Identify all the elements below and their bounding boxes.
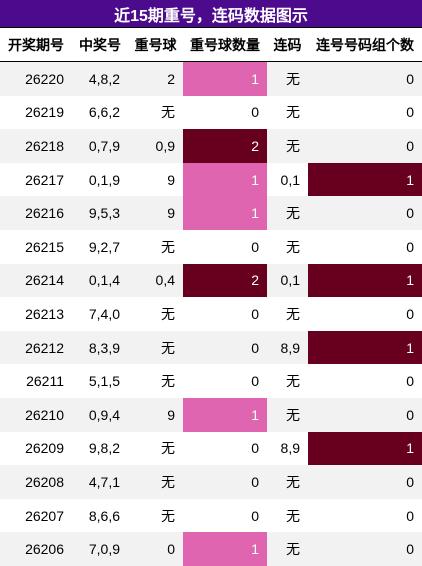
table-cell: 无	[286, 104, 300, 121]
table-cell: 26210	[0, 397, 72, 432]
table-cell: 0	[251, 305, 259, 322]
table-cell: 26206	[0, 532, 72, 566]
table-cell: 9,2,7	[88, 238, 120, 255]
table-cell: 0	[406, 305, 414, 322]
table-cell: 0	[308, 465, 422, 499]
header-cell: 重号球	[128, 28, 183, 62]
table-cell: 26214	[0, 263, 72, 298]
table-cell: 0,1	[267, 263, 308, 298]
table-cell: 0,7,9	[72, 129, 128, 163]
table-cell: 无	[286, 238, 300, 255]
table-cell: 0	[308, 196, 422, 230]
table-cell: 无	[267, 196, 308, 230]
table-cell: 无	[128, 465, 183, 499]
table-cell: 26220	[0, 62, 72, 96]
table-cell: 无	[161, 507, 175, 524]
header-cell: 开奖期号	[0, 28, 72, 62]
table-cell: 无	[161, 238, 175, 255]
table-cell: 0,1	[280, 171, 300, 188]
table-cell: 0,1,4	[72, 263, 128, 298]
table-cell: 2	[183, 263, 267, 298]
table-cell: 0	[251, 373, 259, 390]
table-cell: 无	[161, 104, 175, 121]
table-cell: 无	[286, 507, 300, 524]
title: 近15期重号，连码数据图示	[0, 0, 422, 28]
table-cell: 7,4,0	[88, 305, 120, 322]
table-cell: 6,6,2	[88, 104, 120, 121]
table-cell: 1	[183, 62, 267, 96]
table-cell: 1	[308, 330, 422, 365]
table-cell: 26219	[25, 104, 64, 121]
table-cell: 0,4	[128, 263, 183, 298]
table-cell: 26212	[0, 330, 72, 365]
table-cell: 9	[128, 397, 183, 432]
table-cell: 26217	[25, 171, 64, 188]
table-cell: 8,9	[267, 330, 308, 365]
table-cell: 1	[183, 532, 267, 566]
table-cell: 0	[251, 507, 259, 524]
table-cell: 9,8,2	[88, 440, 120, 457]
table-cell: 无	[128, 330, 183, 365]
table-cell: 无	[267, 532, 308, 566]
table-cell: 1	[308, 162, 422, 197]
table-cell: 9	[128, 196, 183, 230]
table-cell: 1	[183, 397, 267, 432]
table-cell: 5,1,5	[88, 373, 120, 390]
table-cell: 1	[308, 431, 422, 466]
table-cell: 无	[161, 440, 175, 457]
table-cell: 无	[286, 373, 300, 390]
table-cell: 7,0,9	[72, 532, 128, 566]
header-cell: 连号号码组个数	[308, 28, 422, 62]
table-cell: 1	[308, 263, 422, 298]
header-cell: 重号球数量	[183, 28, 267, 62]
table-cell: 0	[251, 104, 259, 121]
table-cell: 26213	[25, 305, 64, 322]
table-cell: 0	[406, 238, 414, 255]
table-cell: 0	[251, 238, 259, 255]
table-cell: 0	[406, 507, 414, 524]
table-cell: 0	[308, 129, 422, 163]
table-cell: 无	[161, 373, 175, 390]
table-cell: 9	[167, 171, 175, 188]
table-cell: 1	[183, 196, 267, 230]
header-cell: 连码	[267, 28, 308, 62]
table-cell: 0	[251, 440, 259, 457]
table-cell: 26215	[25, 238, 64, 255]
table-cell: 26218	[0, 129, 72, 163]
table-cell: 0	[183, 465, 267, 499]
table-cell: 1	[183, 162, 267, 197]
table-cell: 8,3,9	[72, 330, 128, 365]
table-cell: 26211	[26, 373, 64, 390]
table-cell: 无	[267, 465, 308, 499]
table-cell: 26216	[0, 196, 72, 230]
table-cell: 0,1,9	[88, 171, 120, 188]
table-cell: 无	[267, 62, 308, 96]
table-cell: 0,9,4	[72, 397, 128, 432]
table-cell: 2	[128, 62, 183, 96]
table-cell: 0	[308, 62, 422, 96]
table-cell: 0	[406, 373, 414, 390]
table-cell: 0	[406, 104, 414, 121]
table-cell: 0,9	[128, 129, 183, 163]
table-cell: 无	[161, 305, 175, 322]
table-cell: 0	[308, 532, 422, 566]
table-cell: 无	[267, 397, 308, 432]
table-cell: 8,6,6	[88, 507, 120, 524]
table-cell: 8,9	[280, 440, 300, 457]
table-cell: 26208	[0, 465, 72, 499]
table-cell: 26209	[25, 440, 64, 457]
table-cell: 26207	[25, 507, 64, 524]
table-cell: 无	[267, 129, 308, 163]
table-cell: 9,5,3	[72, 196, 128, 230]
table-cell: 2	[183, 129, 267, 163]
header-cell: 中奖号	[72, 28, 128, 62]
table-cell: 4,7,1	[72, 465, 128, 499]
table-cell: 无	[286, 305, 300, 322]
table-cell: 0	[128, 532, 183, 566]
table-cell: 4,8,2	[72, 62, 128, 96]
table-cell: 0	[308, 397, 422, 432]
table-cell: 0	[183, 330, 267, 365]
